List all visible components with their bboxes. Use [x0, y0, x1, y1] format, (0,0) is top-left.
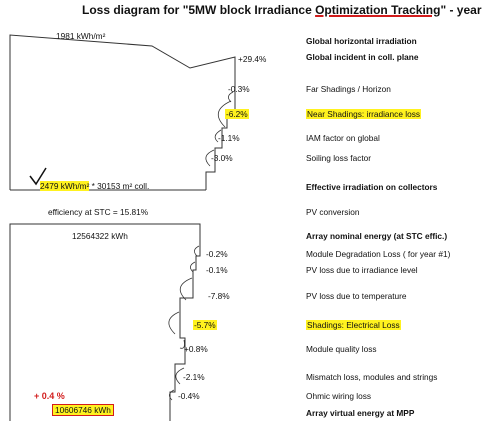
pct-degradation: -0.2%: [206, 249, 228, 259]
pct-far-shadings: -0.3%: [228, 84, 250, 94]
label-iam: IAM factor on global: [306, 133, 380, 143]
label-array-nominal: Array nominal energy (at STC effic.): [306, 231, 448, 241]
nominal-energy-value: 12564322 kWh: [72, 231, 128, 241]
pct-incident: +29.4%: [238, 54, 267, 64]
pct-ohmic: -0.4%: [178, 391, 200, 401]
label-global-incident: Global incident in coll. plane: [306, 52, 419, 62]
effective-value: 2479 kWh/m²: [40, 181, 90, 191]
pct-mismatch: -2.1%: [183, 372, 205, 382]
label-degradation: Module Degradation Loss ( for year #1): [306, 249, 451, 259]
loss-arrow-near-shadings: [217, 100, 232, 128]
collector-area: * 30153 m² coll.: [89, 181, 150, 191]
title-prefix: Loss diagram for "5MW block Irradiance: [82, 3, 316, 17]
pct-soiling: -3.0%: [211, 153, 233, 163]
label-electrical-shadings: Shadings: Electrical Loss: [306, 320, 401, 330]
loss-arrow-soiling: [205, 149, 215, 167]
label-ohmic: Ohmic wiring loss: [306, 391, 372, 401]
loss-arrow-module-quality: [179, 339, 185, 349]
chart-title: Loss diagram for "5MW block Irradiance O…: [82, 3, 500, 17]
loss-arrow-degradation: [194, 245, 200, 257]
label-far-shadings: Far Shadings / Horizon: [306, 84, 391, 94]
pct-near-shadings: -6.2%: [225, 109, 249, 119]
pct-temperature: -7.8%: [208, 291, 230, 301]
label-array-virtual: Array virtual energy at MPP: [306, 408, 415, 418]
label-effective-irradiation: Effective irradiation on collectors: [306, 182, 438, 192]
effective-irradiation-value: 2479 kWh/m² * 30153 m² coll.: [40, 181, 149, 191]
label-near-shadings: Near Shadings: irradiance loss: [306, 109, 421, 119]
label-module-quality: Module quality loss: [306, 344, 377, 354]
label-mismatch: Mismatch loss, modules and strings: [306, 372, 438, 382]
pct-iam: -1.1%: [218, 133, 240, 143]
check-mark-icon: [29, 167, 47, 186]
global-horizontal-value: 1981 kWh/m²: [56, 31, 106, 41]
pct-electrical-shadings: -5.7%: [193, 320, 217, 330]
loss-arrow-iam: [214, 129, 222, 143]
loss-arrow-temperature: [179, 277, 193, 301]
loss-arrow-ohmic: [169, 389, 175, 401]
irradiation-outline: [9, 34, 236, 190]
label-soiling: Soiling loss factor: [306, 153, 372, 163]
pct-irradiance-level: -0.1%: [206, 265, 228, 275]
virtual-mpp-value: 10606746 kWh: [52, 404, 114, 416]
pct-module-quality: +0.8%: [184, 344, 208, 354]
loss-arrow-electrical-shadings: [168, 311, 180, 335]
label-global-horizontal: Global horizontal irradiation: [306, 36, 417, 46]
label-irradiance-level: PV loss due to irradiance level: [306, 265, 418, 275]
loss-arrow-irradiance-level: [190, 261, 196, 273]
title-suffix: " - year: [440, 3, 482, 17]
label-pv-conversion: PV conversion: [306, 207, 360, 217]
title-highlight: Optimization Tracking: [315, 3, 441, 17]
red-annotation: + 0.4 %: [34, 391, 65, 401]
loss-arrow-mismatch: [175, 367, 185, 385]
efficiency-stc: efficiency at STC = 15.81%: [48, 207, 149, 217]
label-temperature: PV loss due to temperature: [306, 291, 407, 301]
energy-outline: [9, 223, 201, 421]
